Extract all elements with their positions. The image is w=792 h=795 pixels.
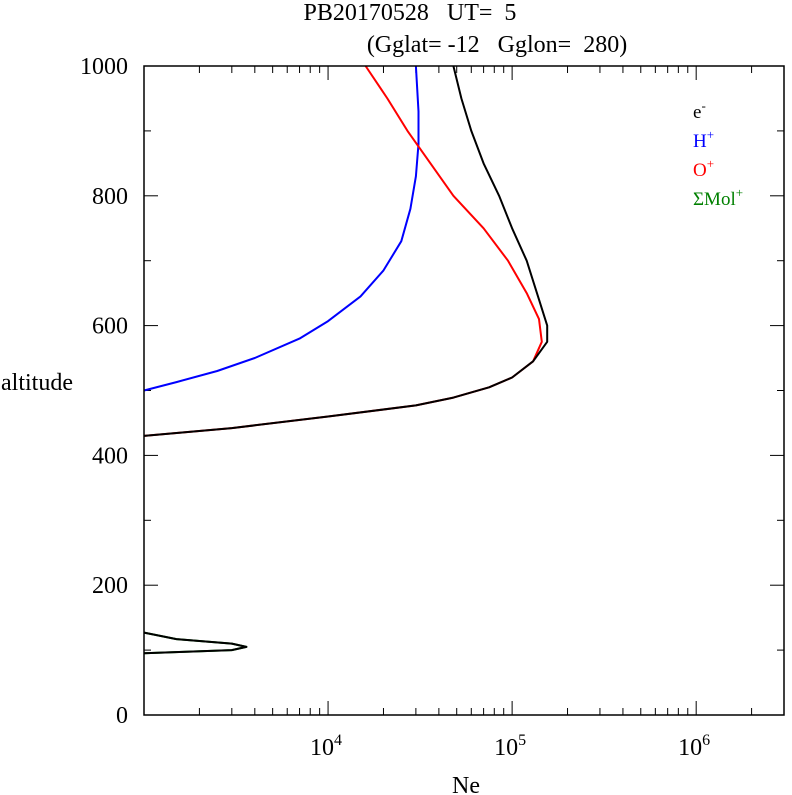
y-tick-label: 200	[92, 573, 128, 599]
x-tick-labels: 104 105 106	[310, 732, 710, 761]
chart-title-line2: (Gglat= -12 Gglon= 280)	[367, 32, 627, 58]
series-layer	[143, 65, 549, 655]
x-tick-label: 106	[678, 732, 710, 761]
legend-entry: H+	[693, 127, 714, 152]
y-tick-label: 1000	[80, 54, 128, 80]
x-axis-label: Ne	[452, 773, 480, 795]
y-tick-label: 600	[92, 314, 128, 340]
legend: e- H+ O+ ΣMol+	[693, 98, 743, 210]
y-axis-label: altitude	[1, 370, 73, 396]
axis-ticks	[143, 65, 785, 716]
chart-title-line1: PB20170528 UT= 5	[304, 0, 517, 26]
y-tick-label: 400	[92, 443, 128, 469]
x-tick-label: 105	[494, 732, 526, 761]
y-tick-label: 800	[92, 184, 128, 210]
x-tick-label: 104	[310, 732, 342, 761]
series-line-O	[143, 65, 543, 437]
series-line-e	[143, 65, 549, 437]
legend-entry: O+	[693, 156, 714, 181]
y-tick-labels: 0 200 400 600 800 1000	[80, 54, 128, 729]
legend-entry: e-	[693, 98, 706, 123]
series-line-e_low	[143, 631, 248, 655]
plot-frame	[143, 65, 785, 716]
y-tick-label: 0	[116, 703, 128, 729]
series-line-H	[143, 65, 420, 392]
legend-entry: ΣMol+	[693, 185, 743, 210]
